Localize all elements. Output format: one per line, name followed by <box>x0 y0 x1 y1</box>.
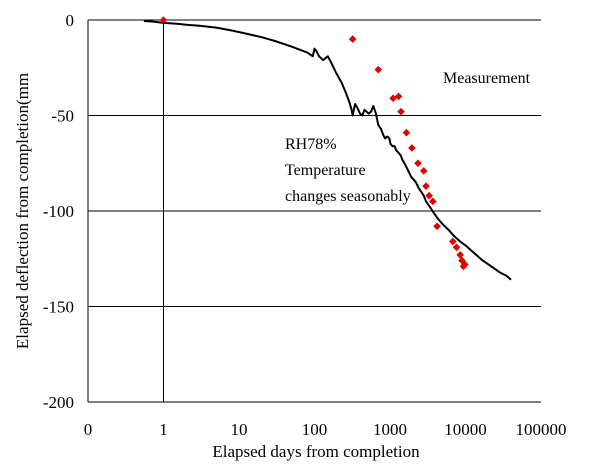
x-tick-label-2: 10 <box>231 420 248 439</box>
x-tick-label-0: 0 <box>84 420 93 439</box>
measurement-point-2 <box>374 65 383 74</box>
measurement-point-7 <box>408 144 416 152</box>
axes <box>87 20 541 403</box>
y-tick-label-3: -150 <box>43 298 74 317</box>
measurement-point-11 <box>425 191 433 200</box>
x-axis-label: Elapsed days from completion <box>212 442 420 461</box>
measurement-point-10 <box>422 182 430 190</box>
x-tick-label-3: 100 <box>302 420 328 439</box>
measurement-point-13 <box>433 222 441 231</box>
y-tick-label-0: 0 <box>66 11 75 30</box>
measurement-point-5 <box>397 107 405 116</box>
y-tick-label-1: -50 <box>51 107 74 126</box>
measurement-point-6 <box>402 128 411 137</box>
measurement-point-9 <box>419 167 428 175</box>
y-tick-label-2: -100 <box>43 202 74 221</box>
x-tick-label-4: 1000 <box>373 420 407 439</box>
annotation-changes-seasonably: changes seasonably <box>285 188 411 205</box>
annotation-rh: RH78% <box>285 136 337 153</box>
data-series <box>143 16 512 281</box>
measurement-point-1 <box>348 35 357 43</box>
series-line <box>143 20 512 281</box>
tick-labels: 0 -50 -100 -150 -200 0 1 10 100 1000 10000 100000 <box>43 11 567 439</box>
x-tick-label-6: 100000 <box>516 420 567 439</box>
measurement-point-14 <box>449 237 457 246</box>
measurement-point-19 <box>461 260 469 269</box>
x-tick-label-5: 10000 <box>444 420 487 439</box>
measurement-point-12 <box>429 197 437 206</box>
measurement-point-4 <box>394 92 403 101</box>
measurement-point-15 <box>452 243 461 252</box>
y-tick-label-4: -200 <box>43 393 74 412</box>
y-axis-label: Elapsed deflection from completion(mm <box>13 73 32 349</box>
annotation-measurement: Measurement <box>443 70 531 87</box>
x-tick-label-1: 1 <box>159 420 168 439</box>
annotation-temperature: Temperature <box>285 162 366 179</box>
measurement-point-16 <box>456 251 464 259</box>
measurement-point-8 <box>414 159 422 168</box>
measurement-point-0 <box>159 16 168 24</box>
